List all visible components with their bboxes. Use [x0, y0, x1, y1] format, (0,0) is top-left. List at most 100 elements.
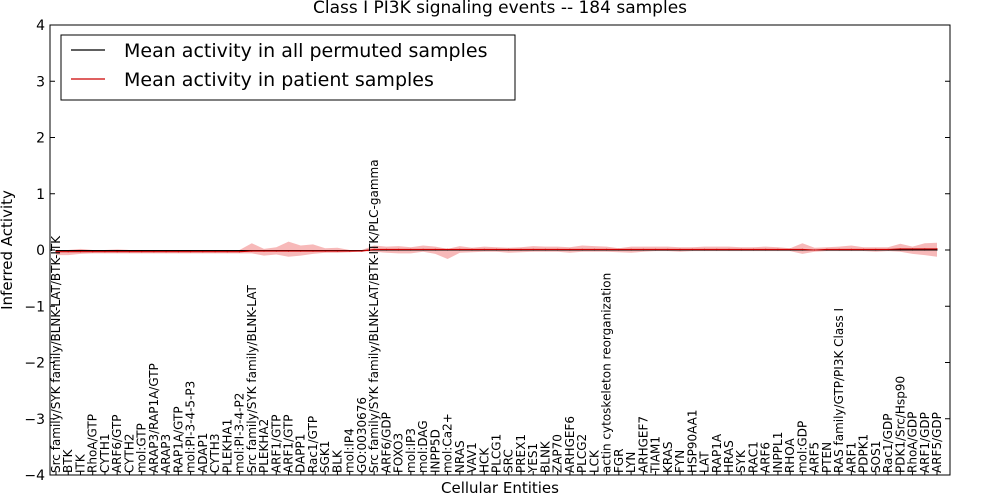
data-point-patient [581, 248, 583, 250]
data-point-patient [67, 251, 69, 253]
x-tick-label: SGK1 [318, 441, 332, 473]
data-point-patient [116, 251, 118, 253]
data-point-permuted [226, 250, 228, 252]
data-point-patient [434, 248, 436, 250]
data-point-patient [899, 248, 901, 250]
x-tick-label: mol:IP4 [343, 428, 357, 473]
data-point-permuted [153, 250, 155, 252]
y-tick-label: 3 [36, 74, 45, 90]
x-tick-label: LYN [624, 452, 638, 473]
data-point-patient [789, 248, 791, 250]
y-tick-label: −3 [24, 412, 45, 428]
data-point-permuted [128, 250, 130, 252]
x-tick-label: CYTH3 [208, 434, 222, 474]
data-point-patient [495, 248, 498, 250]
data-point-patient [728, 248, 730, 250]
data-point-patient [826, 248, 828, 250]
data-point-patient [569, 248, 571, 250]
data-point-patient [361, 250, 363, 252]
x-tick-label: LAT [698, 451, 712, 473]
y-tick-label: −1 [24, 299, 45, 315]
data-point-patient [128, 251, 130, 253]
data-point-patient [373, 248, 375, 250]
data-point-patient [863, 248, 865, 250]
x-tick-label: RAS family/GTP/PI3K Class I [832, 308, 846, 473]
x-tick-label: mol:DAG [416, 420, 430, 473]
x-tick-label: Src family/SYK family/BLNK-LAT/BTK-ITK [49, 235, 63, 473]
data-point-patient [153, 251, 155, 253]
data-point-patient [544, 248, 547, 250]
data-point-patient [630, 248, 632, 250]
data-point-patient [79, 251, 82, 253]
data-point-patient [238, 251, 241, 253]
x-tick-label: HCK [477, 447, 491, 473]
data-point-patient [385, 248, 387, 250]
x-tick-label: RAP1A [710, 433, 724, 473]
data-point-patient [814, 249, 816, 251]
data-point-patient [202, 251, 204, 253]
chart-title: Class I PI3K signaling events -- 184 sam… [313, 0, 687, 18]
x-tick-label: actin cytoskeleton reorganization [600, 273, 614, 473]
x-tick-label: ARAP3 [159, 434, 173, 473]
data-point-patient [104, 251, 106, 253]
x-tick-label: BTK [61, 448, 75, 473]
data-point-patient [263, 250, 265, 252]
x-tick-label: ARF5 [808, 442, 822, 473]
x-tick-label: LCK [587, 449, 601, 473]
data-point-patient [324, 250, 326, 252]
data-point-patient [165, 251, 167, 253]
data-point-patient [691, 248, 693, 250]
legend-label-permuted: Mean activity in all permuted samples [124, 40, 487, 62]
data-point-patient [777, 248, 779, 250]
data-point-patient [924, 248, 926, 250]
data-point-permuted [202, 250, 204, 252]
data-point-patient [177, 251, 179, 253]
data-point-patient [422, 248, 424, 250]
data-point-patient [557, 248, 559, 250]
data-point-patient [679, 248, 681, 250]
x-tick-label: YES1 [526, 443, 540, 474]
x-tick-label: PLCG1 [490, 434, 504, 473]
data-point-permuted [104, 250, 106, 252]
data-point-patient [618, 248, 620, 250]
x-tick-label: INPP5D [428, 429, 442, 473]
x-tick-label: ITK [74, 453, 88, 473]
x-tick-label: FGR [612, 448, 626, 473]
data-point-patient [55, 251, 57, 253]
y-tick-label: 4 [36, 18, 45, 34]
y-axis-label: Inferred Activity [0, 190, 16, 310]
x-tick-label: SYK [734, 449, 748, 473]
x-tick-label: ARF6 [759, 442, 773, 473]
x-tick-label: PLEKHA1 [220, 419, 234, 473]
data-point-patient [312, 250, 314, 252]
data-point-patient [520, 248, 522, 250]
data-point-patient [593, 248, 596, 250]
x-tick-label: CYTH2 [122, 433, 136, 473]
data-point-patient [936, 248, 938, 250]
x-tick-label: RAP1A/GTP [171, 406, 185, 473]
data-point-patient [655, 248, 657, 250]
data-point-patient [398, 248, 400, 250]
x-tick-label: PREX1 [514, 434, 528, 473]
x-axis-label: Cellular Entities [441, 479, 559, 497]
x-tick-label: ARHGEF6 [563, 416, 577, 473]
data-point-patient [887, 248, 889, 250]
legend-box [60, 34, 516, 101]
legend-label-patient: Mean activity in patient samples [124, 69, 434, 91]
x-tick-label: PLCG2 [575, 434, 589, 473]
x-ticks: Src family/SYK family/BLNK-LAT/BTK-ITKBT… [49, 159, 944, 475]
data-point-patient [508, 248, 510, 250]
x-tick-label: SRC [502, 449, 516, 473]
x-tick-label: TIAM1 [649, 436, 663, 474]
data-point-permuted [55, 250, 57, 252]
data-point-permuted [79, 250, 82, 252]
x-tick-label: RhoA/GDP [906, 412, 920, 473]
x-tick-label: HRAS [722, 440, 736, 473]
x-tick-label: mol:PI-3-4-5-P3 [184, 381, 198, 473]
series-layer [55, 248, 938, 253]
data-point-patient [214, 251, 216, 253]
data-point-patient [483, 248, 485, 250]
data-point-patient [740, 248, 742, 250]
x-tick-label: Rac1/GTP [306, 416, 320, 473]
